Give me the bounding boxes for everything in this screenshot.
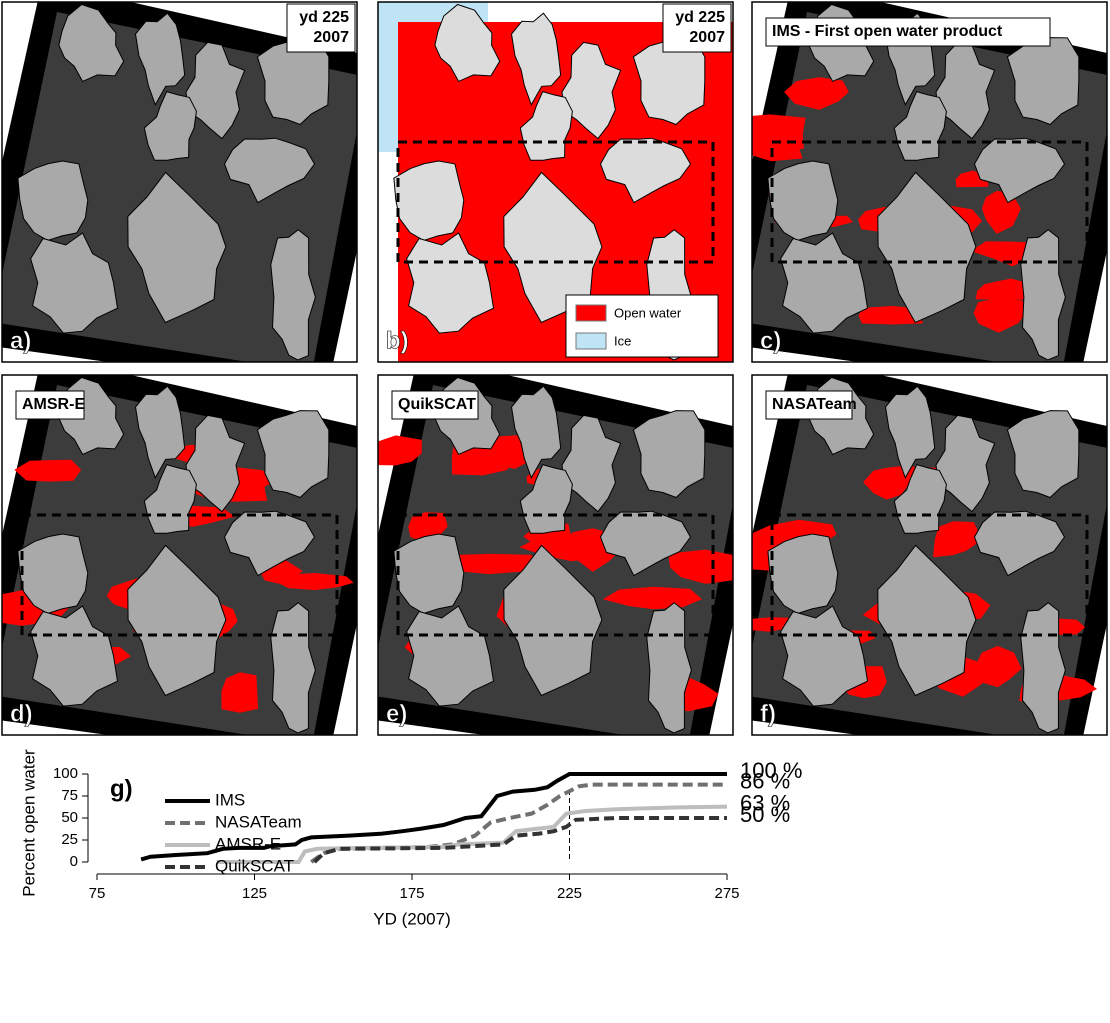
panel-tag: AMSR-E: [22, 396, 85, 413]
y-tick-label: 75: [61, 787, 78, 804]
y-tick-label: 50: [61, 809, 78, 826]
chart: 0 25 50 75 100 75 125 175 225 275 YD (2007) Percent…: [19, 749, 802, 929]
panel-tag: yd 225: [299, 9, 349, 26]
x-axis-label: YD (2007): [373, 909, 450, 928]
legend-label: NASATeam: [215, 812, 302, 831]
panel-tag: yd 225: [675, 9, 725, 26]
panel-tag: 2007: [313, 29, 349, 46]
panel-letter: f): [760, 700, 776, 727]
y-tick-label: 25: [61, 831, 78, 848]
legend-label: IMS: [215, 790, 245, 809]
y-tick-label: 0: [70, 853, 78, 870]
x-tick-label: 175: [399, 885, 424, 902]
legend-label: Open water: [614, 305, 682, 320]
panel-letter: e): [386, 700, 407, 727]
open-water-patch: [221, 672, 258, 712]
legend-label: AMSR-E: [215, 834, 281, 853]
panel-letter: c): [760, 327, 781, 354]
panel-letter: b): [386, 327, 409, 354]
x-tick-label: 225: [557, 885, 582, 902]
series-line: [314, 818, 727, 862]
map-panel: a) yd 225 2007: [0, 0, 397, 392]
legend-label: QuikSCAT: [215, 856, 294, 875]
map-panel: d) AMSR-E: [0, 355, 397, 765]
panel-tag: QuikSCAT: [398, 396, 476, 413]
map-panel: c) IMS - First open water product: [712, 0, 1110, 392]
end-annotation: 50 %: [740, 802, 790, 827]
legend-swatch: [576, 333, 606, 349]
y-axis-label: Percent open water: [19, 749, 38, 897]
x-tick-label: 75: [89, 885, 106, 902]
map-panel: e) QuikSCAT: [338, 355, 773, 765]
panel-letter: a): [10, 327, 31, 354]
panel-letter: g): [110, 775, 133, 802]
legend-swatch: [576, 305, 606, 321]
figure: a) yd 225 2007 b) yd 225 2007 Open water Ice c) I…: [0, 0, 1110, 1018]
y-tick-label: 100: [53, 765, 78, 782]
open-water-patch: [734, 142, 803, 161]
panel-letter: d): [10, 700, 33, 727]
x-tick-label: 125: [242, 885, 267, 902]
legend-label: Ice: [614, 333, 631, 348]
panel-tag: NASATeam: [772, 396, 857, 413]
panel-tag: IMS - First open water product: [772, 23, 1003, 40]
x-tick-label: 275: [714, 885, 739, 902]
map-panel: b) yd 225 2007 Open water Ice: [378, 2, 753, 382]
panel-tag: 2007: [689, 29, 725, 46]
map-panel: f) NASATeam: [712, 355, 1110, 765]
